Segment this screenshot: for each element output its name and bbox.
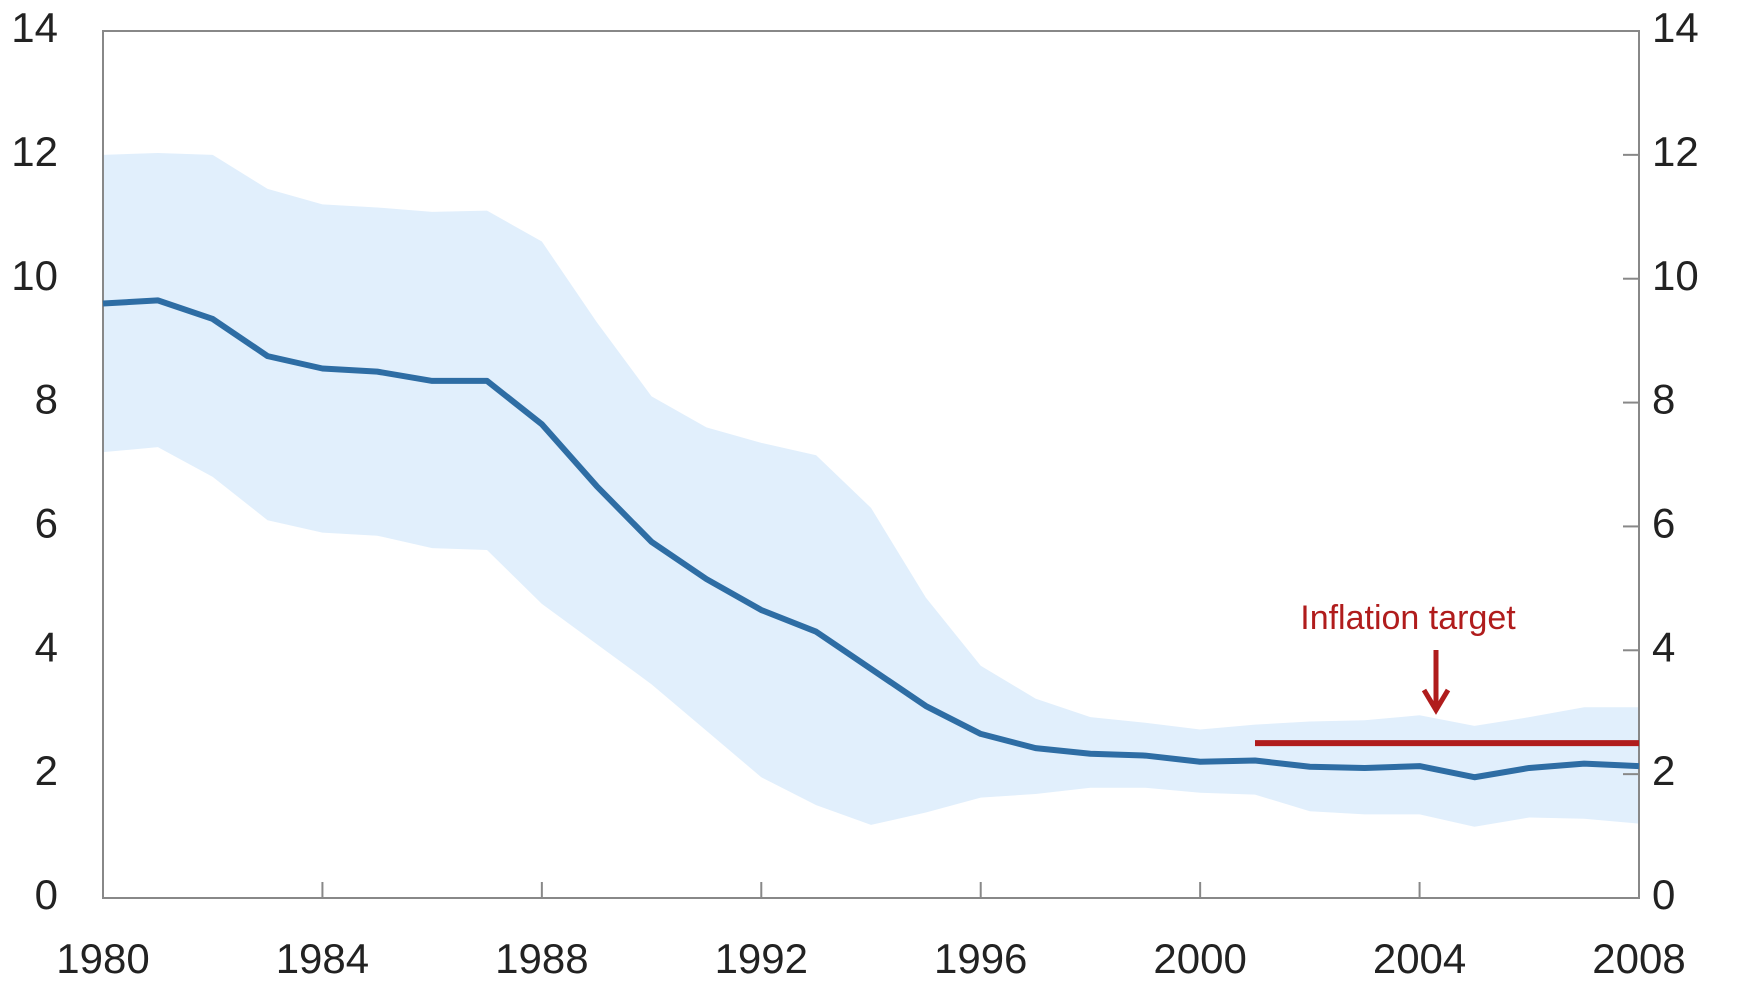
x-tick-label: 1984 bbox=[276, 935, 369, 982]
y2-tick-label: 0 bbox=[1652, 871, 1675, 918]
x-tick-label: 2004 bbox=[1373, 935, 1466, 982]
y2-tick-label: 14 bbox=[1652, 4, 1699, 51]
y-tick-label: 4 bbox=[35, 623, 58, 670]
y-tick-label: 2 bbox=[35, 747, 58, 794]
y2-tick-label: 8 bbox=[1652, 376, 1675, 423]
x-tick-label: 1980 bbox=[56, 935, 149, 982]
y-tick-label: 14 bbox=[11, 4, 58, 51]
y-tick-label: 12 bbox=[11, 128, 58, 175]
band-area bbox=[103, 152, 1639, 827]
y2-tick-label: 4 bbox=[1652, 623, 1675, 670]
y-tick-label: 0 bbox=[35, 871, 58, 918]
x-tick-label: 2000 bbox=[1153, 935, 1246, 982]
series-line bbox=[102, 297, 1640, 781]
annotation-arrowhead bbox=[1421, 688, 1451, 715]
y2-tick-label: 6 bbox=[1652, 500, 1675, 547]
y2-tick-label: 12 bbox=[1652, 128, 1699, 175]
x-tick-label: 1988 bbox=[495, 935, 588, 982]
y2-tick-label: 2 bbox=[1652, 747, 1675, 794]
y-tick-label: 10 bbox=[11, 252, 58, 299]
x-tick-label: 1992 bbox=[715, 935, 808, 982]
y-tick-label: 6 bbox=[35, 500, 58, 547]
x-tick-label: 1996 bbox=[934, 935, 1027, 982]
y2-tick-label: 10 bbox=[1652, 252, 1699, 299]
plot-frame bbox=[102, 30, 1640, 899]
annotation: Inflation target bbox=[1300, 599, 1516, 637]
y-tick-label: 8 bbox=[35, 376, 58, 423]
x-tick-label: 2008 bbox=[1592, 935, 1685, 982]
